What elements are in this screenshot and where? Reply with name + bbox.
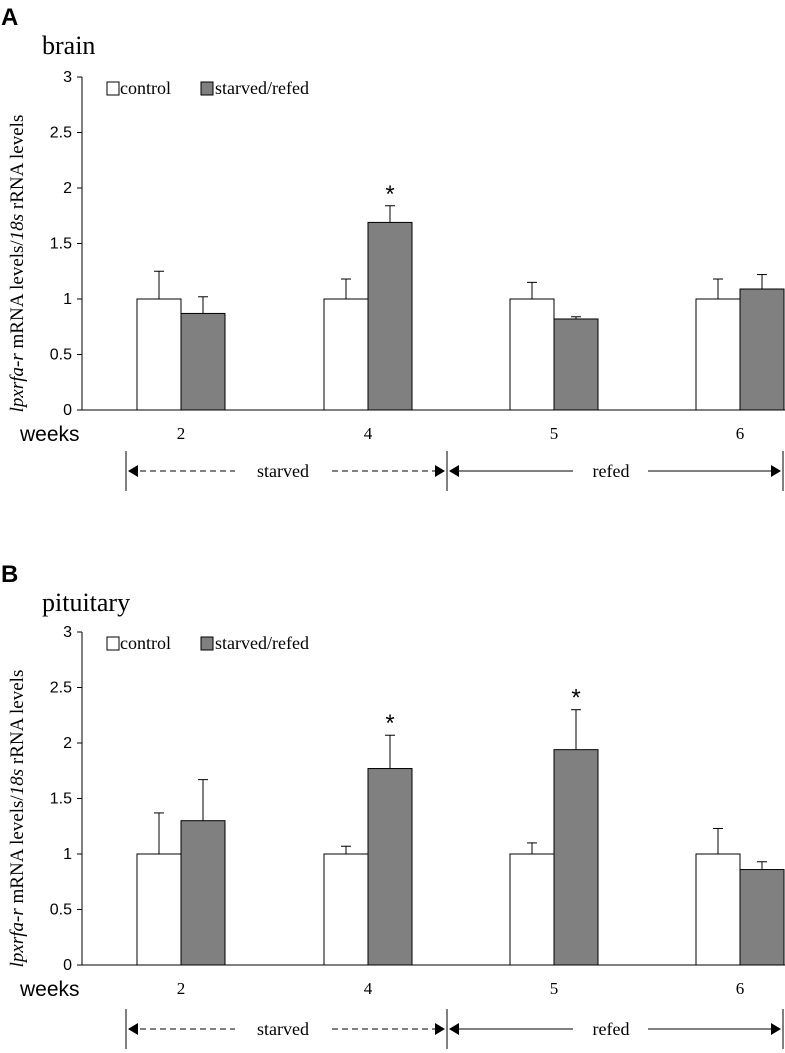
- arrowhead: [128, 465, 138, 477]
- arrowhead: [435, 1023, 445, 1035]
- y-tick-label: 2: [63, 735, 72, 752]
- y-tick-label: 0: [63, 402, 72, 419]
- x-tick-label: 6: [736, 424, 745, 443]
- y-axis-label-part: rRNA levels: [7, 670, 28, 769]
- y-tick-label: 2: [63, 180, 72, 197]
- y-axis-label: lpxrfa-r mRNA levels/18s rRNA levels: [7, 115, 28, 413]
- y-axis-label-part: mRNA levels/: [7, 795, 28, 909]
- phase-label-refed: refed: [593, 461, 630, 481]
- phase-label-starved: starved: [257, 461, 309, 481]
- x-tick-label: 4: [364, 424, 373, 443]
- x-tick-label: 5: [550, 979, 559, 998]
- y-axis-label-part: rRNA levels: [7, 115, 28, 214]
- bar-starved-refed-week-4: [367, 768, 413, 966]
- y-tick-label: 0.5: [50, 902, 72, 919]
- bar-control-week-6: [695, 298, 741, 411]
- bar-control-week-4: [323, 853, 369, 966]
- legend-label-starved-refed: starved/refed: [215, 78, 309, 98]
- legend-label-starved-refed: starved/refed: [215, 633, 309, 653]
- y-axis-label-ref: 18s: [7, 214, 28, 240]
- y-axis-label-ref: 18s: [7, 769, 28, 795]
- bar-starved-refed-week-6: [739, 288, 785, 411]
- y-tick-label: 0: [63, 957, 72, 974]
- bar-starved-refed-week-4: [367, 221, 413, 411]
- significance-marker: *: [385, 181, 394, 208]
- x-axis-label: weeks: [19, 978, 80, 1001]
- bar-control-week-5: [509, 853, 555, 966]
- y-tick-label: 3: [63, 69, 72, 86]
- phase-label-starved: starved: [257, 1019, 309, 1039]
- y-axis-label-part: mRNA levels/: [7, 240, 28, 354]
- bar-starved-refed-week-2: [180, 312, 226, 411]
- y-tick-label: 2.5: [50, 680, 72, 697]
- x-axis-label: weeks: [19, 423, 80, 446]
- y-tick-label: 1.5: [50, 236, 72, 253]
- significance-marker: *: [571, 685, 580, 712]
- panel-title: brain: [42, 31, 95, 60]
- y-axis-label-gene: lpxrfa-r: [7, 353, 28, 413]
- arrowhead: [449, 1023, 459, 1035]
- panel-letter: A: [1, 4, 18, 31]
- legend-label-control: control: [120, 78, 171, 98]
- arrowhead: [771, 465, 781, 477]
- legend-swatch-control: [106, 636, 120, 651]
- bar-starved-refed-week-6: [739, 869, 785, 966]
- panel-letter: B: [1, 561, 18, 588]
- arrowhead: [771, 1023, 781, 1035]
- phase-label-refed: refed: [593, 1019, 630, 1039]
- y-axis-label: lpxrfa-r mRNA levels/18s rRNA levels: [7, 670, 28, 968]
- x-tick-label: 4: [364, 979, 373, 998]
- y-tick-label: 1: [63, 846, 72, 863]
- legend-swatch-starved-refed: [200, 636, 214, 651]
- legend-swatch-starved-refed: [200, 81, 214, 96]
- legend-swatch-control: [106, 81, 120, 96]
- bar-starved-refed-week-5: [553, 749, 599, 966]
- panel-title: pituitary: [42, 588, 130, 617]
- arrowhead: [128, 1023, 138, 1035]
- x-tick-label: 2: [177, 424, 186, 443]
- y-tick-label: 0.5: [50, 347, 72, 364]
- bar-control-week-2: [136, 298, 182, 411]
- y-tick-label: 3: [63, 624, 72, 641]
- bar-starved-refed-week-5: [553, 318, 599, 411]
- y-tick-label: 1.5: [50, 791, 72, 808]
- y-axis-label-gene: lpxrfa-r: [7, 908, 28, 968]
- arrowhead: [449, 465, 459, 477]
- y-tick-label: 2.5: [50, 125, 72, 142]
- y-tick-label: 1: [63, 291, 72, 308]
- significance-marker: *: [385, 710, 394, 737]
- bar-control-week-2: [136, 853, 182, 966]
- x-tick-label: 2: [177, 979, 186, 998]
- bar-control-week-6: [695, 853, 741, 966]
- bar-control-week-5: [509, 298, 555, 411]
- x-tick-label: 6: [736, 979, 745, 998]
- arrowhead: [435, 465, 445, 477]
- legend-label-control: control: [120, 633, 171, 653]
- x-tick-label: 5: [550, 424, 559, 443]
- bar-control-week-4: [323, 298, 369, 411]
- bar-starved-refed-week-2: [180, 820, 226, 966]
